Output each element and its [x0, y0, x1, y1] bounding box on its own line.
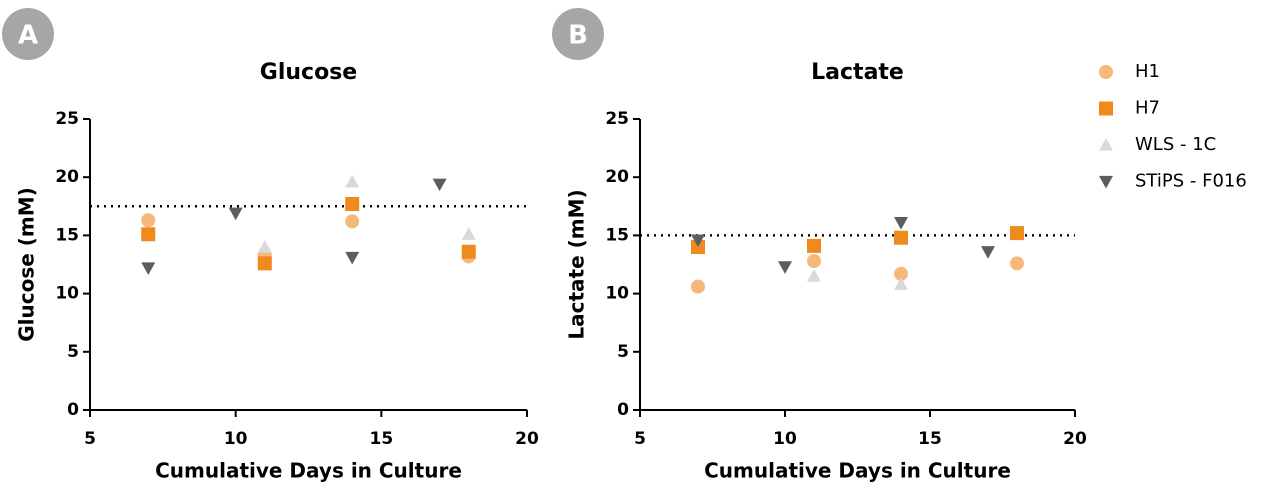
marker	[228, 207, 243, 221]
x-tick-label: 20	[1063, 429, 1087, 449]
marker	[141, 227, 156, 242]
panel-badge	[552, 8, 604, 60]
legend-marker	[1099, 101, 1113, 116]
chart-title: Lactate	[811, 60, 904, 85]
y-tick-label: 15	[55, 225, 79, 245]
marker	[345, 196, 360, 211]
marker	[1010, 226, 1024, 241]
marker	[345, 214, 360, 229]
marker	[807, 269, 821, 282]
legend-marker	[1099, 138, 1113, 151]
panel-badge	[2, 8, 54, 60]
x-tick-label: 5	[634, 429, 646, 449]
x-axis-label: Cumulative Days in Culture	[704, 459, 1011, 483]
marker	[894, 266, 908, 281]
y-tick-label: 25	[55, 109, 79, 129]
legend-label: H1	[1135, 61, 1160, 82]
marker	[141, 213, 156, 228]
marker	[691, 279, 705, 294]
marker	[778, 261, 792, 274]
chart-title: Glucose	[260, 60, 357, 85]
marker	[461, 227, 476, 240]
marker	[345, 174, 360, 188]
y-tick-label: 5	[617, 342, 629, 362]
y-tick-label: 5	[67, 342, 79, 362]
x-tick-label: 20	[515, 429, 539, 449]
marker	[432, 178, 447, 192]
y-tick-label: 20	[55, 167, 79, 187]
x-tick-label: 10	[224, 429, 248, 449]
marker	[807, 238, 821, 253]
y-tick-label: 20	[605, 167, 629, 187]
x-tick-label: 10	[773, 429, 797, 449]
marker	[894, 230, 908, 245]
marker	[691, 234, 705, 248]
marker	[257, 256, 272, 271]
x-axis-label: Cumulative Days in Culture	[155, 459, 462, 483]
marker	[807, 254, 821, 269]
marker	[141, 262, 156, 275]
panel-label: B	[568, 21, 588, 51]
y-tick-label: 25	[605, 109, 629, 129]
legend-label: WLS - 1C	[1135, 134, 1216, 155]
marker	[894, 216, 908, 230]
x-tick-label: 5	[84, 429, 96, 449]
y-axis-label: Lactate (mM)	[565, 189, 589, 339]
marker	[1010, 256, 1024, 271]
x-tick-label: 15	[918, 429, 942, 449]
x-tick-label: 15	[369, 429, 393, 449]
y-tick-label: 0	[67, 400, 79, 420]
legend-marker	[1099, 175, 1113, 189]
marker	[345, 251, 360, 265]
marker	[257, 240, 272, 253]
legend-label: H7	[1135, 98, 1160, 119]
marker	[461, 244, 476, 259]
legend-marker	[1099, 65, 1113, 79]
y-axis-label: Glucose (mM)	[15, 187, 39, 342]
y-tick-label: 10	[55, 284, 79, 304]
y-tick-label: 15	[605, 225, 629, 245]
panel-label: A	[18, 21, 38, 51]
marker	[894, 277, 908, 290]
y-tick-label: 10	[605, 284, 629, 304]
marker	[981, 246, 995, 259]
y-tick-label: 0	[617, 400, 629, 420]
legend-label: STiPS - F016	[1135, 171, 1247, 192]
